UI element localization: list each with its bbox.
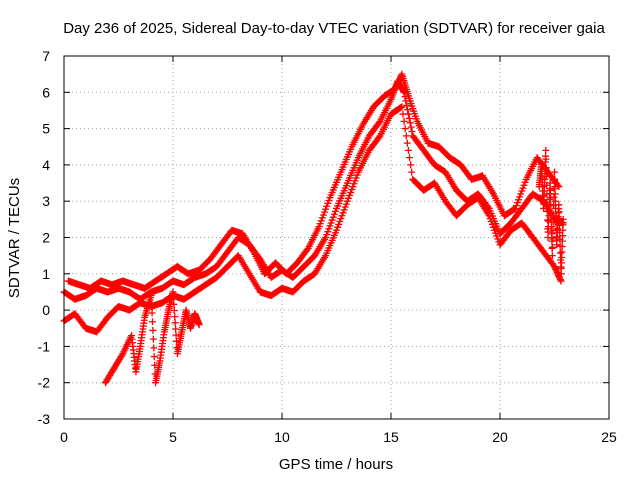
- main-trace-point: [406, 119, 414, 127]
- axis-ticks: [63, 55, 610, 420]
- lower-band-point: [403, 139, 411, 147]
- high-scatter-point: [542, 146, 550, 154]
- main-trace-point: [408, 128, 416, 136]
- data-markers: [60, 70, 567, 387]
- y-tick-label: 0: [42, 302, 50, 318]
- lower-band-point: [397, 104, 405, 112]
- high-scatter-point: [549, 243, 557, 251]
- x-axis-label: GPS time / hours: [279, 456, 393, 473]
- x-tick-label: 20: [492, 429, 508, 445]
- lower-band-point: [401, 125, 409, 133]
- dip-tracks-point: [169, 294, 177, 302]
- dip-tracks-point: [149, 335, 157, 343]
- lower-band-point: [400, 117, 408, 125]
- y-tick-label: 6: [42, 84, 50, 100]
- dip-tracks-point: [171, 319, 179, 327]
- dip-tracks-point: [149, 326, 157, 334]
- x-tick-label: 0: [60, 429, 68, 445]
- high-scatter-point: [544, 216, 552, 224]
- high-scatter-point: [556, 249, 564, 257]
- high-scatter-point: [549, 235, 557, 243]
- high-scatter-point: [555, 215, 563, 223]
- lower-band-point: [557, 277, 565, 285]
- dip-tracks-point: [172, 331, 180, 339]
- high-scatter-point: [551, 197, 559, 205]
- high-scatter-point: [556, 222, 564, 230]
- high-scatter-point: [555, 201, 563, 209]
- lower-band-point: [375, 133, 383, 141]
- main-trace-point: [375, 119, 383, 127]
- high-scatter-point: [546, 186, 554, 194]
- high-scatter-point: [551, 175, 559, 183]
- dip-tracks-point: [195, 321, 203, 329]
- high-scatter-point: [551, 190, 559, 198]
- high-scatter-point: [546, 179, 554, 187]
- high-scatter-point: [551, 168, 558, 176]
- lower-band-point: [402, 132, 410, 140]
- lower-band-point: [407, 161, 415, 169]
- dip-tracks-point: [150, 344, 158, 352]
- dip-tracks-point: [148, 309, 156, 317]
- dip-tracks-point: [172, 325, 180, 333]
- high-scatter-point: [542, 155, 550, 163]
- y-tick-label: 2: [42, 230, 50, 246]
- high-scatter-point: [548, 230, 556, 238]
- upper-band-point: [303, 246, 311, 254]
- high-scatter-point: [547, 223, 555, 231]
- y-axis-label: SDTVAR / TECUs: [6, 178, 23, 298]
- x-tick-label: 10: [274, 429, 290, 445]
- dip-tracks-point: [150, 353, 158, 361]
- y-tick-labels: -3 -2 -1 0 1 2 3 4 5 6 7: [38, 48, 51, 427]
- lower-band-point: [406, 154, 414, 162]
- lower-band-point: [556, 276, 564, 284]
- y-tick-label: -2: [38, 375, 51, 391]
- dip-tracks-point: [172, 337, 180, 345]
- high-scatter-point: [550, 193, 558, 201]
- dip-tracks-point: [171, 313, 179, 321]
- chart-title: Day 236 of 2025, Sidereal Day-to-day VTE…: [63, 20, 605, 37]
- dip-tracks-point: [170, 300, 178, 308]
- lower-band-point: [398, 103, 406, 111]
- main-trace-point: [405, 114, 413, 122]
- y-tick-label: 1: [42, 266, 50, 282]
- lower-band-point: [404, 146, 412, 154]
- main-trace-point: [407, 123, 415, 131]
- lower-band-point: [399, 110, 407, 118]
- high-scatter-point: [542, 173, 550, 181]
- dip-tracks-point: [149, 318, 157, 326]
- x-tick-labels: 0 5 10 15 20 25: [60, 429, 617, 445]
- high-scatter-point: [559, 215, 567, 223]
- high-scatter-point: [555, 208, 563, 216]
- upper-band-point: [510, 205, 518, 213]
- x-tick-label: 15: [383, 429, 399, 445]
- dip-tracks-point: [147, 292, 155, 300]
- dip-tracks-point: [148, 300, 156, 308]
- dip-tracks-point: [170, 306, 178, 314]
- x-tick-label: 5: [169, 429, 177, 445]
- y-tick-label: 5: [42, 121, 50, 137]
- main-trace-point: [403, 101, 411, 109]
- high-scatter-point: [542, 164, 550, 172]
- high-scatter-point: [548, 252, 556, 260]
- y-tick-label: 4: [42, 157, 50, 173]
- dip-tracks-point: [169, 288, 177, 296]
- lower-band-point: [408, 168, 416, 176]
- y-tick-label: -3: [38, 411, 51, 427]
- x-tick-label: 25: [601, 429, 617, 445]
- high-scatter-point: [551, 183, 559, 191]
- y-tick-label: 7: [42, 48, 50, 64]
- y-tick-label: -1: [38, 338, 51, 354]
- y-tick-label: 3: [42, 193, 50, 209]
- main-trace-point: [404, 106, 412, 114]
